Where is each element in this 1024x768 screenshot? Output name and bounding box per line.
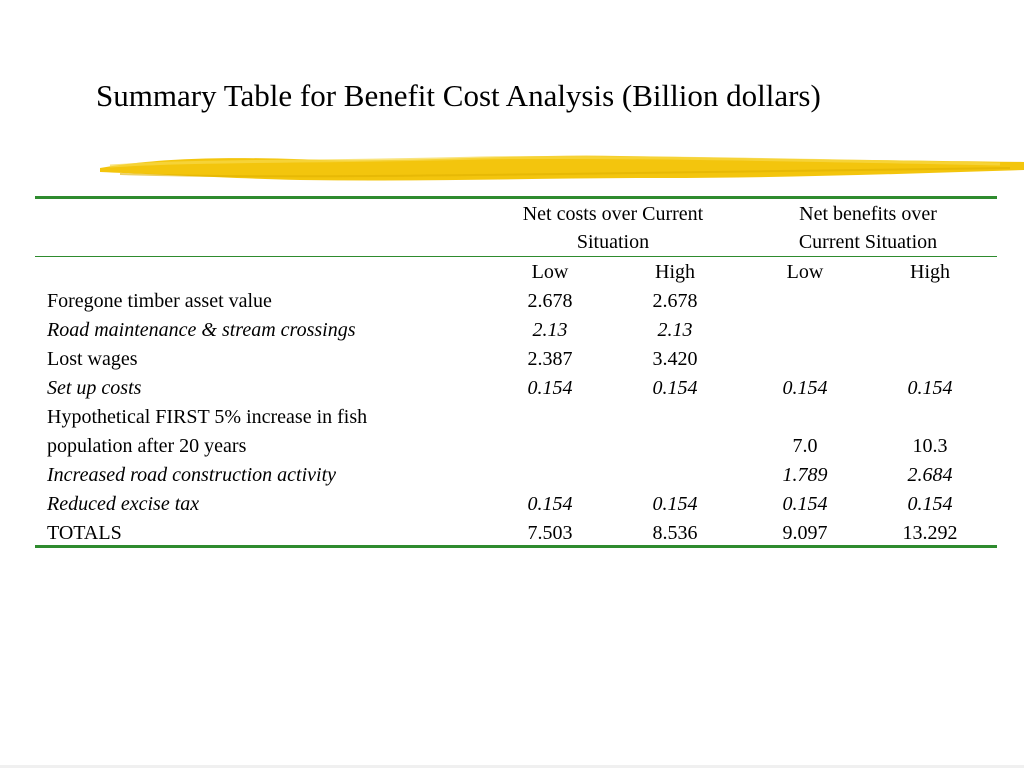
cell-ben-high: 13.292 xyxy=(902,522,958,544)
cell-ben-high: 0.154 xyxy=(907,493,953,515)
cell-cost-low: 0.154 xyxy=(527,493,573,515)
table-bottom-rule xyxy=(35,545,997,548)
cell-ben-low: 7.0 xyxy=(792,435,818,457)
cell-cost-low: 2.13 xyxy=(532,319,568,341)
cell-cost-low: 2.387 xyxy=(527,348,573,370)
cell-ben-high: 10.3 xyxy=(912,435,948,457)
row-label: population after 20 years xyxy=(47,435,247,457)
subheader-cost-low: Low xyxy=(531,261,569,283)
cell-cost-low: 7.503 xyxy=(527,522,573,544)
cell-ben-high: 0.154 xyxy=(907,377,953,399)
cell-ben-low: 1.789 xyxy=(782,464,828,486)
cell-ben-high: 2.684 xyxy=(907,464,953,486)
bottom-strip xyxy=(0,765,1024,768)
cell-cost-low: 0.154 xyxy=(527,377,573,399)
row-label: Set up costs xyxy=(47,377,142,399)
row-label: Lost wages xyxy=(47,348,138,370)
row-label: Foregone timber asset value xyxy=(47,290,272,312)
header-net-benefits: Net benefits over Current Situation xyxy=(798,203,938,253)
row-label: Increased road construction activity xyxy=(47,464,337,486)
cell-cost-high: 3.420 xyxy=(652,348,698,370)
row-label: Road maintenance & stream crossings xyxy=(47,319,356,341)
cell-cost-high: 0.154 xyxy=(652,493,698,515)
yellow-brush-stroke xyxy=(100,155,1024,181)
cell-cost-high: 0.154 xyxy=(652,377,698,399)
header-net-costs: Net costs over Current Situation xyxy=(522,203,704,253)
subheader-benefit-high: High xyxy=(910,261,950,283)
cell-cost-high: 2.13 xyxy=(657,319,693,341)
header-rule xyxy=(35,256,997,257)
subheader-benefit-low: Low xyxy=(786,261,824,283)
cell-cost-low: 2.678 xyxy=(527,290,573,312)
cell-ben-low: 0.154 xyxy=(782,377,828,399)
cell-cost-high: 8.536 xyxy=(652,522,698,544)
cell-ben-low: 0.154 xyxy=(782,493,828,515)
row-label: Reduced excise tax xyxy=(47,493,200,515)
cell-ben-low: 9.097 xyxy=(782,522,828,544)
subheader-cost-high: High xyxy=(655,261,695,283)
table-top-rule xyxy=(35,196,997,199)
row-label: Hypothetical FIRST 5% increase in fish xyxy=(47,406,368,428)
row-label: TOTALS xyxy=(47,522,122,544)
cell-cost-high: 2.678 xyxy=(652,290,698,312)
slide-title: Summary Table for Benefit Cost Analysis … xyxy=(96,78,821,113)
